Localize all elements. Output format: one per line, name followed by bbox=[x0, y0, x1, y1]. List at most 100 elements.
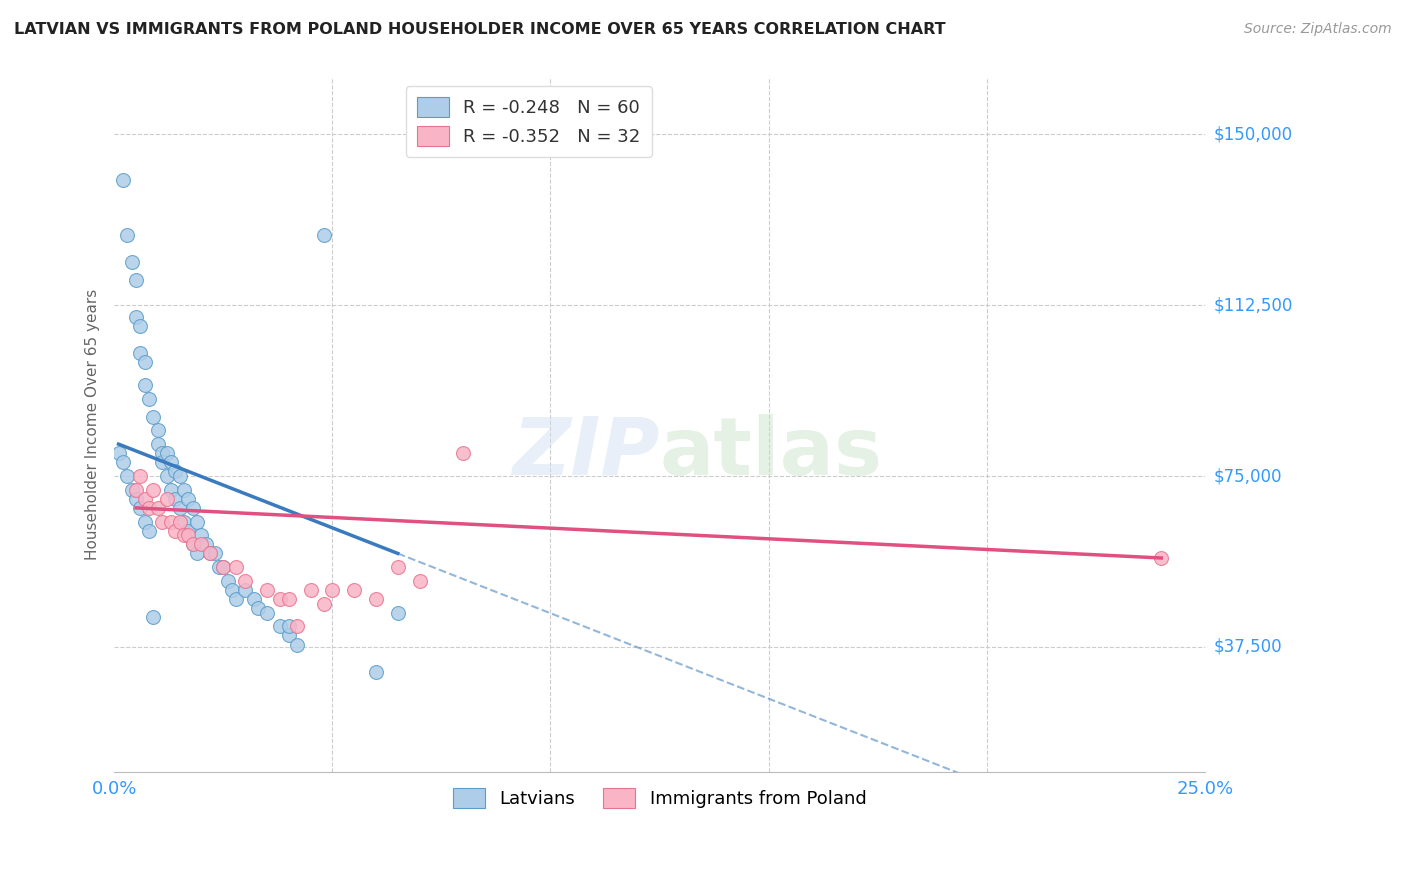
Point bbox=[111, 455, 134, 469]
Point bbox=[121, 483, 143, 497]
Point bbox=[269, 592, 291, 607]
Text: $75,000: $75,000 bbox=[1213, 467, 1282, 485]
Point bbox=[138, 524, 160, 538]
Point bbox=[204, 546, 226, 560]
Point bbox=[107, 446, 129, 460]
Point bbox=[343, 582, 366, 597]
Point bbox=[134, 515, 156, 529]
Point bbox=[165, 465, 187, 479]
Point bbox=[387, 606, 409, 620]
Point bbox=[225, 592, 247, 607]
Point bbox=[287, 619, 309, 633]
Point bbox=[142, 483, 165, 497]
Point bbox=[173, 515, 195, 529]
Point bbox=[160, 515, 183, 529]
Point bbox=[173, 483, 195, 497]
Point bbox=[233, 574, 256, 588]
Point bbox=[138, 500, 160, 515]
Point bbox=[150, 515, 173, 529]
Point bbox=[155, 469, 177, 483]
Point bbox=[160, 483, 183, 497]
Point bbox=[125, 273, 148, 287]
Point bbox=[287, 638, 309, 652]
Point bbox=[150, 455, 173, 469]
Text: atlas: atlas bbox=[659, 414, 883, 491]
Point bbox=[190, 528, 212, 542]
Point bbox=[221, 582, 243, 597]
Point bbox=[134, 355, 156, 369]
Point bbox=[125, 310, 148, 324]
Legend: Latvians, Immigrants from Poland: Latvians, Immigrants from Poland bbox=[446, 780, 873, 815]
Point bbox=[160, 455, 183, 469]
Point bbox=[243, 592, 266, 607]
Point bbox=[364, 665, 387, 679]
Point bbox=[117, 469, 139, 483]
Point bbox=[387, 560, 409, 574]
Point bbox=[129, 318, 152, 333]
Point bbox=[169, 469, 191, 483]
Point bbox=[233, 582, 256, 597]
Text: $112,500: $112,500 bbox=[1213, 296, 1292, 314]
Point bbox=[225, 560, 247, 574]
Point bbox=[142, 610, 165, 624]
Y-axis label: Householder Income Over 65 years: Householder Income Over 65 years bbox=[86, 289, 100, 560]
Point bbox=[312, 597, 335, 611]
Point bbox=[125, 483, 148, 497]
Point bbox=[165, 524, 187, 538]
Point bbox=[146, 437, 169, 451]
Text: $37,500: $37,500 bbox=[1213, 638, 1282, 656]
Point bbox=[181, 500, 204, 515]
Point bbox=[134, 491, 156, 506]
Point bbox=[129, 346, 152, 360]
Point bbox=[125, 491, 148, 506]
Point bbox=[169, 500, 191, 515]
Point bbox=[212, 560, 235, 574]
Point bbox=[129, 469, 152, 483]
Point bbox=[177, 528, 200, 542]
Point bbox=[146, 424, 169, 438]
Text: $150,000: $150,000 bbox=[1213, 126, 1292, 144]
Point bbox=[194, 537, 217, 551]
Point bbox=[247, 601, 270, 615]
Point bbox=[121, 255, 143, 269]
Point bbox=[269, 619, 291, 633]
Text: Source: ZipAtlas.com: Source: ZipAtlas.com bbox=[1244, 22, 1392, 37]
Text: LATVIAN VS IMMIGRANTS FROM POLAND HOUSEHOLDER INCOME OVER 65 YEARS CORRELATION C: LATVIAN VS IMMIGRANTS FROM POLAND HOUSEH… bbox=[14, 22, 946, 37]
Text: ZIP: ZIP bbox=[512, 414, 659, 491]
Point bbox=[177, 491, 200, 506]
Point bbox=[134, 378, 156, 392]
Point bbox=[190, 537, 212, 551]
Point bbox=[364, 592, 387, 607]
Point bbox=[277, 628, 299, 642]
Point bbox=[138, 392, 160, 406]
Point bbox=[217, 574, 239, 588]
Point bbox=[150, 446, 173, 460]
Point bbox=[169, 515, 191, 529]
Point bbox=[451, 446, 474, 460]
Point bbox=[212, 560, 235, 574]
Point bbox=[408, 574, 430, 588]
Point bbox=[321, 582, 343, 597]
Point bbox=[198, 546, 221, 560]
Point bbox=[181, 537, 204, 551]
Point bbox=[277, 592, 299, 607]
Point bbox=[111, 173, 134, 187]
Point bbox=[1150, 551, 1173, 566]
Point bbox=[186, 515, 208, 529]
Point bbox=[299, 582, 322, 597]
Point bbox=[129, 500, 152, 515]
Point bbox=[312, 227, 335, 242]
Point bbox=[173, 528, 195, 542]
Point bbox=[277, 619, 299, 633]
Point bbox=[165, 491, 187, 506]
Point bbox=[256, 606, 278, 620]
Point bbox=[146, 500, 169, 515]
Point bbox=[198, 546, 221, 560]
Point bbox=[177, 524, 200, 538]
Point bbox=[186, 546, 208, 560]
Point bbox=[142, 409, 165, 424]
Point bbox=[181, 537, 204, 551]
Point bbox=[256, 582, 278, 597]
Point bbox=[117, 227, 139, 242]
Point bbox=[155, 491, 177, 506]
